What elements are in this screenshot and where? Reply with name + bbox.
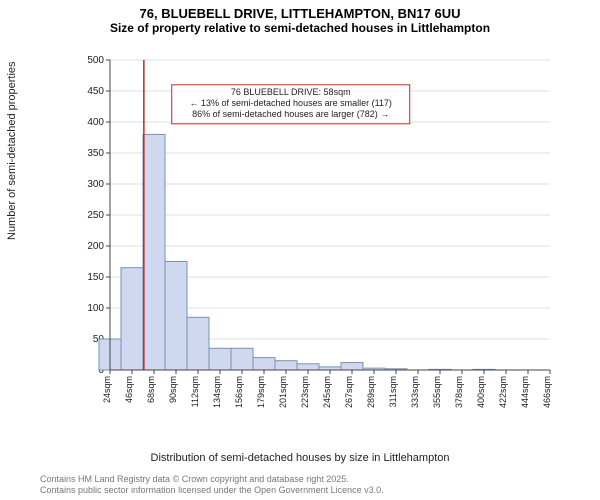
x-tick-label: 201sqm [278, 376, 288, 408]
x-tick-label: 311sqm [388, 376, 398, 407]
footer-attribution: Contains HM Land Registry data © Crown c… [40, 474, 384, 496]
x-tick-label: 267sqm [344, 376, 354, 408]
x-tick-label: 444sqm [520, 376, 530, 408]
x-tick-label: 289sqm [366, 376, 376, 408]
x-tick-label: 422sqm [498, 376, 508, 408]
x-tick-label: 134sqm [212, 376, 222, 408]
x-axis-label: Distribution of semi-detached houses by … [0, 452, 600, 464]
x-tick-label: 355sqm [432, 376, 442, 408]
x-tick-label: 90sqm [168, 376, 178, 403]
chart-title: 76, BLUEBELL DRIVE, LITTLEHAMPTON, BN17 … [0, 6, 600, 21]
histogram-bar [165, 262, 187, 371]
svg-text:350: 350 [87, 148, 104, 159]
x-tick-label: 46sqm [124, 376, 134, 403]
histogram-bar [275, 361, 297, 370]
histogram-bar [143, 134, 165, 370]
chart-subtitle: Size of property relative to semi-detach… [0, 21, 600, 35]
annotation-line: ← 13% of semi-detached houses are smalle… [190, 98, 392, 108]
x-tick-label: 24sqm [102, 376, 112, 403]
x-tick-label: 333sqm [410, 376, 420, 408]
histogram-bar [297, 364, 319, 370]
x-tick-label: 68sqm [146, 376, 156, 403]
histogram-bar [341, 363, 363, 370]
x-tick-label: 112sqm [190, 376, 200, 407]
svg-text:100: 100 [87, 303, 104, 314]
x-tick-label: 378sqm [454, 376, 464, 408]
x-tick-label: 223sqm [300, 376, 310, 408]
histogram-bar [253, 358, 275, 370]
chart-title-block: 76, BLUEBELL DRIVE, LITTLEHAMPTON, BN17 … [0, 0, 600, 35]
x-tick-label: 466sqm [542, 376, 552, 408]
histogram-bar [231, 348, 253, 370]
annotation-line: 86% of semi-detached houses are larger (… [192, 109, 389, 119]
y-axis-label: Number of semi-detached properties [6, 61, 18, 240]
histogram-svg: 05010015020025030035040045050024sqm46sqm… [60, 50, 570, 430]
chart-area: 05010015020025030035040045050024sqm46sqm… [60, 50, 570, 430]
svg-text:400: 400 [87, 117, 104, 128]
svg-text:450: 450 [87, 86, 104, 97]
svg-text:500: 500 [87, 55, 104, 66]
svg-text:200: 200 [87, 241, 104, 252]
histogram-bar [121, 268, 143, 370]
histogram-bar [209, 348, 231, 370]
x-tick-label: 156sqm [234, 376, 244, 408]
x-tick-label: 179sqm [256, 376, 266, 408]
footer-line-2: Contains public sector information licen… [40, 485, 384, 496]
annotation-line: 76 BLUEBELL DRIVE: 58sqm [231, 87, 351, 97]
footer-line-1: Contains HM Land Registry data © Crown c… [40, 474, 384, 485]
x-tick-label: 245sqm [322, 376, 332, 408]
histogram-bar [187, 317, 209, 370]
svg-text:250: 250 [87, 210, 104, 221]
svg-text:150: 150 [87, 272, 104, 283]
svg-text:300: 300 [87, 179, 104, 190]
x-tick-label: 400sqm [476, 376, 486, 408]
